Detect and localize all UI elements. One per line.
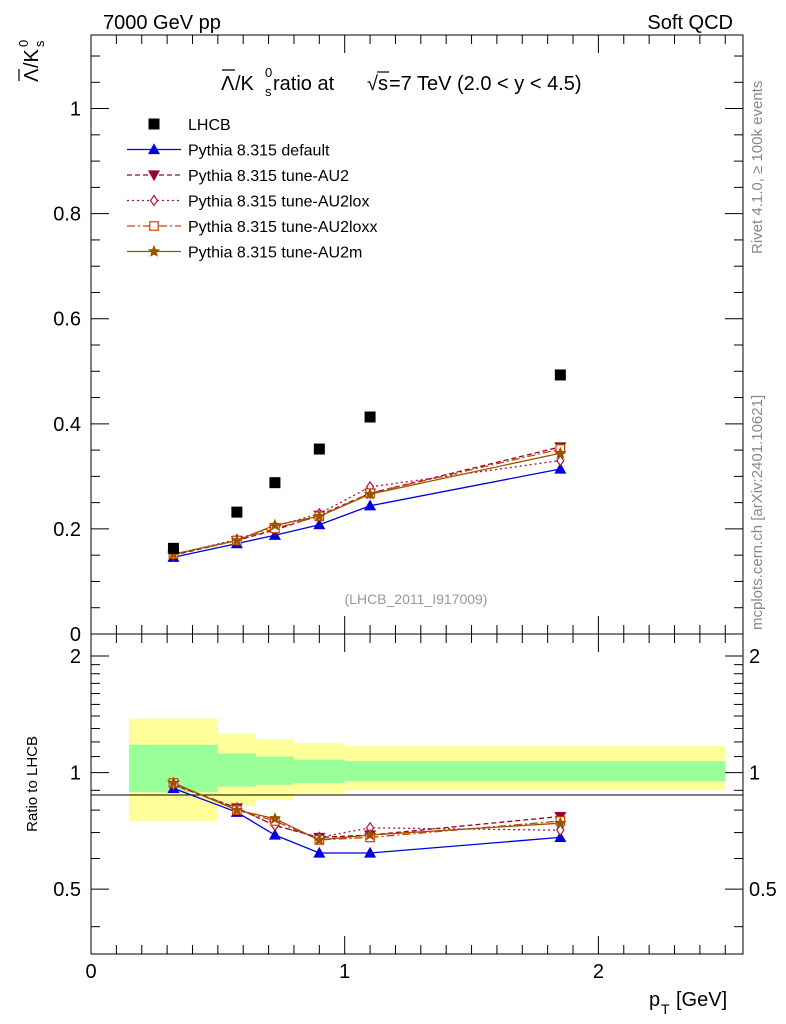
x-tick-label: 1 bbox=[339, 961, 350, 983]
title-suffix: =7 TeV (2.0 < y < 4.5) bbox=[389, 73, 582, 95]
ratio-line-default bbox=[173, 787, 561, 854]
x-tick-label: 2 bbox=[593, 961, 604, 983]
ratio-plot-panel: 0.5 0.5 1 1 2 2 0 1 2 Ratio to LHCB p T [GeV] bbox=[24, 633, 777, 1017]
legend-label-data: LHCB bbox=[188, 117, 231, 134]
ratio-band-inner bbox=[255, 756, 294, 785]
xlabel-sub: T bbox=[661, 1001, 670, 1017]
main-point-default bbox=[554, 462, 567, 474]
ylabel-sub: s bbox=[32, 40, 47, 47]
ratio-point-au2lox bbox=[556, 824, 565, 837]
ratio-bands bbox=[129, 718, 726, 821]
main-y-label: Λ /K 0 s bbox=[16, 40, 47, 82]
analysis-label: (LHCB_2011_I917009) bbox=[345, 591, 488, 607]
ratio-point-au2m bbox=[554, 816, 567, 829]
title-k-prefix: /K bbox=[235, 73, 255, 95]
main-line-default bbox=[173, 468, 561, 558]
ratio-band-inner bbox=[344, 761, 396, 782]
main-title-group: Λ /K 0 s ratio at √ s =7 TeV (2.0 < y < … bbox=[221, 65, 582, 99]
main-axis-ticks: 0 0.2 0.4 0.6 0.8 1 bbox=[53, 35, 743, 646]
legend-marker-au2 bbox=[147, 170, 161, 182]
ratio-point-default bbox=[313, 846, 326, 858]
ratio-y-tick-label: 2 bbox=[70, 646, 81, 668]
main-point-data bbox=[364, 411, 376, 423]
main-point-au2m bbox=[313, 509, 326, 522]
ratio-point-au2m bbox=[313, 833, 326, 846]
title-k-sub: s bbox=[265, 84, 272, 99]
main-y-tick-label: 0 bbox=[70, 624, 81, 646]
ratio-y-tick-label-right: 0.5 bbox=[749, 879, 777, 901]
ratio-series-layer bbox=[167, 776, 567, 858]
ratio-point-au2m bbox=[167, 776, 180, 789]
mcplots-label: mcplots.cern.ch [arXiv:2401.10621] bbox=[749, 395, 766, 630]
main-point-data bbox=[167, 542, 179, 554]
legend-label-default: Pythia 8.315 default bbox=[188, 143, 330, 160]
ylabel-sup: 0 bbox=[16, 40, 31, 47]
x-axis-label: p T [GeV] bbox=[649, 989, 727, 1017]
header-left: 7000 GeV pp bbox=[103, 12, 221, 34]
legend-marker-au2m bbox=[147, 244, 161, 257]
main-y-tick-label: 0.6 bbox=[53, 309, 81, 331]
title-lambda: Λ bbox=[221, 73, 235, 95]
main-line-au2lox bbox=[173, 459, 561, 556]
legend-label-au2lox: Pythia 8.315 tune-AU2lox bbox=[188, 194, 369, 211]
ratio-y-tick-label: 0.5 bbox=[53, 879, 81, 901]
main-plot-panel: 00.20.40.60.81 data Λ /K 0 s ratio at √ … bbox=[16, 34, 744, 646]
title-mid: ratio at bbox=[273, 73, 335, 95]
main-point-au2m bbox=[268, 518, 282, 531]
ratio-band-inner bbox=[293, 759, 345, 783]
ratio-line-au2lox bbox=[173, 784, 561, 839]
title-k-sup: 0 bbox=[265, 65, 272, 80]
title-sqrt-sign: √ bbox=[367, 73, 378, 95]
ratio-point-au2m bbox=[363, 828, 377, 841]
main-y-tick-label: 0.4 bbox=[53, 414, 81, 436]
ratio-line-au2m bbox=[173, 782, 561, 841]
ratio-point-au2m bbox=[230, 803, 244, 816]
main-point-au2m bbox=[554, 446, 567, 459]
main-point-data bbox=[231, 506, 243, 518]
legend-marker-au2loxx bbox=[149, 221, 159, 231]
ratio-plot-frame bbox=[90, 633, 744, 955]
title-sqrt-s: s bbox=[378, 73, 388, 95]
x-tick-label: 0 bbox=[85, 961, 96, 983]
main-line-au2m bbox=[173, 452, 561, 555]
ratio-line-au2loxx bbox=[173, 782, 561, 841]
main-point-au2m bbox=[230, 533, 244, 546]
rivet-label: Rivet 4.1.0, ≥ 100k events bbox=[749, 81, 766, 254]
ratio-point-default bbox=[554, 831, 567, 843]
ratio-point-au2m bbox=[268, 812, 282, 825]
legend-marker-default bbox=[147, 143, 161, 155]
legend-marker-data bbox=[148, 118, 160, 130]
main-point-default bbox=[364, 499, 377, 511]
ratio-point-default bbox=[364, 846, 377, 858]
legend: LHCB Pythia 8.315 default Pythia 8.315 tun… bbox=[127, 117, 377, 262]
main-point-au2m bbox=[363, 487, 377, 500]
legend-label-au2m: Pythia 8.315 tune-AU2m bbox=[188, 245, 362, 262]
main-y-tick-label: 0.2 bbox=[53, 519, 81, 541]
ylabel-k: /K bbox=[21, 48, 43, 68]
xlabel-p: p bbox=[649, 989, 660, 1011]
ratio-band-inner bbox=[217, 753, 256, 787]
ratio-y-tick-label: 1 bbox=[70, 763, 81, 785]
main-point-default bbox=[313, 518, 326, 530]
xlabel-unit: [GeV] bbox=[676, 989, 727, 1011]
ratio-y-tick-label-right: 1 bbox=[749, 763, 760, 785]
main-point-au2lox bbox=[556, 454, 565, 467]
header-right: Soft QCD bbox=[647, 12, 733, 34]
main-series-layer bbox=[167, 369, 567, 562]
main-y-tick-label: 1 bbox=[70, 99, 81, 121]
ylabel-lambda: Λ bbox=[21, 68, 43, 82]
main-y-tick-label: 0.8 bbox=[53, 204, 81, 226]
legend-marker-au2lox bbox=[149, 194, 159, 207]
legend-label-au2loxx: Pythia 8.315 tune-AU2loxx bbox=[188, 219, 377, 236]
main-point-data bbox=[554, 369, 566, 381]
ratio-point-default bbox=[268, 828, 281, 840]
legend-label-au2: Pythia 8.315 tune-AU2 bbox=[188, 168, 349, 185]
main-point-data bbox=[269, 477, 281, 489]
ratio-y-tick-label-right: 2 bbox=[749, 646, 760, 668]
ratio-band-inner bbox=[395, 761, 726, 782]
main-point-data bbox=[313, 443, 325, 455]
ratio-y-label: Ratio to LHCB bbox=[24, 736, 41, 832]
